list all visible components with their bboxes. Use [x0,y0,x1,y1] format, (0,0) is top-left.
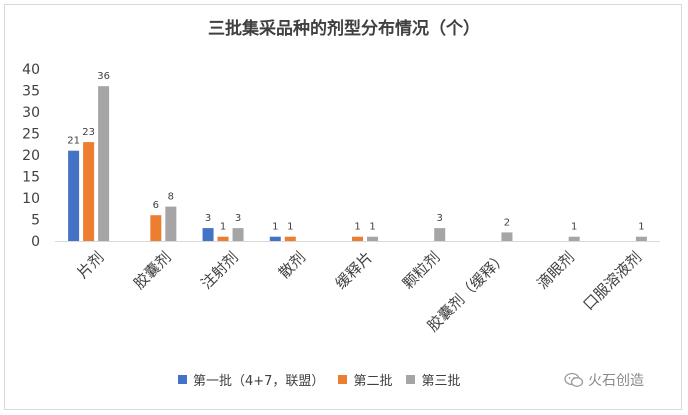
bar [501,232,513,241]
y-tick-label: 15 [22,170,40,186]
y-tick-label: 10 [22,191,40,207]
data-label: 3 [235,213,241,224]
legend-label-series-2: 第二批 [353,374,393,389]
bar [568,236,580,241]
bar [434,228,446,241]
legend-item-series-2: 第二批 [338,370,392,389]
data-label: 1 [369,222,375,233]
data-label: 3 [437,213,443,224]
y-tick-label: 5 [31,213,40,229]
legend-item-series-1: 第一批（4+7，联盟） [178,370,324,389]
x-tick-label: 片剂 [73,248,107,282]
data-label: 1 [571,222,577,233]
data-label: 36 [97,71,110,82]
legend-swatch-series-3 [406,375,416,384]
data-label: 8 [168,192,174,203]
bar [269,236,281,241]
x-tick-label: 散剂 [275,248,309,282]
data-label: 1 [354,222,360,233]
data-label: 3 [205,213,211,224]
legend-label-series-3: 第三批 [421,374,461,389]
data-label: 1 [638,222,644,233]
bar [352,236,363,241]
y-tick-label: 25 [22,127,40,143]
data-label: 1 [220,222,226,233]
bar [284,236,296,241]
legend-label-series-1: 第一批（4+7，联盟） [193,374,325,389]
x-tick-label: 胶囊剂 [130,248,175,293]
legend: 第一批（4+7，联盟） 第二批 第三批 [178,370,474,389]
data-label: 2 [504,217,510,228]
bar [367,236,378,241]
data-label: 23 [82,127,95,138]
data-label: 6 [153,200,159,211]
bar [217,236,229,241]
bar [202,228,214,241]
y-tick-label: 40 [22,62,40,78]
y-tick-label: 30 [22,105,40,121]
data-label: 1 [272,222,278,233]
bar [98,86,110,241]
x-tick-label: 缓释片 [332,248,377,293]
bar [165,206,177,241]
bar [68,150,80,241]
watermark-text: 火石创造 [588,373,644,389]
x-tick-label: 口服溶液剂 [579,248,645,314]
x-tick-label: 滴眼剂 [533,248,578,293]
data-label: 21 [67,136,80,147]
wechat-icon [564,372,584,387]
y-tick-label: 0 [31,234,40,250]
chart-title: 三批集采品种的剂型分布情况（个） [208,19,480,39]
bar [232,228,244,241]
legend-item-series-3: 第三批 [406,370,460,389]
bar [635,236,647,241]
bar [83,142,95,241]
y-tick-label: 35 [22,84,40,100]
x-tick-label: 颗粒剂 [399,248,444,293]
watermark: 火石创造 [564,370,644,390]
data-label: 1 [287,222,293,233]
legend-swatch-series-2 [338,375,348,384]
y-tick-label: 20 [22,148,40,164]
bar [150,215,162,241]
chart-frame [4,4,682,410]
x-tick-label: 注射剂 [197,248,242,293]
legend-swatch-series-1 [178,375,187,384]
